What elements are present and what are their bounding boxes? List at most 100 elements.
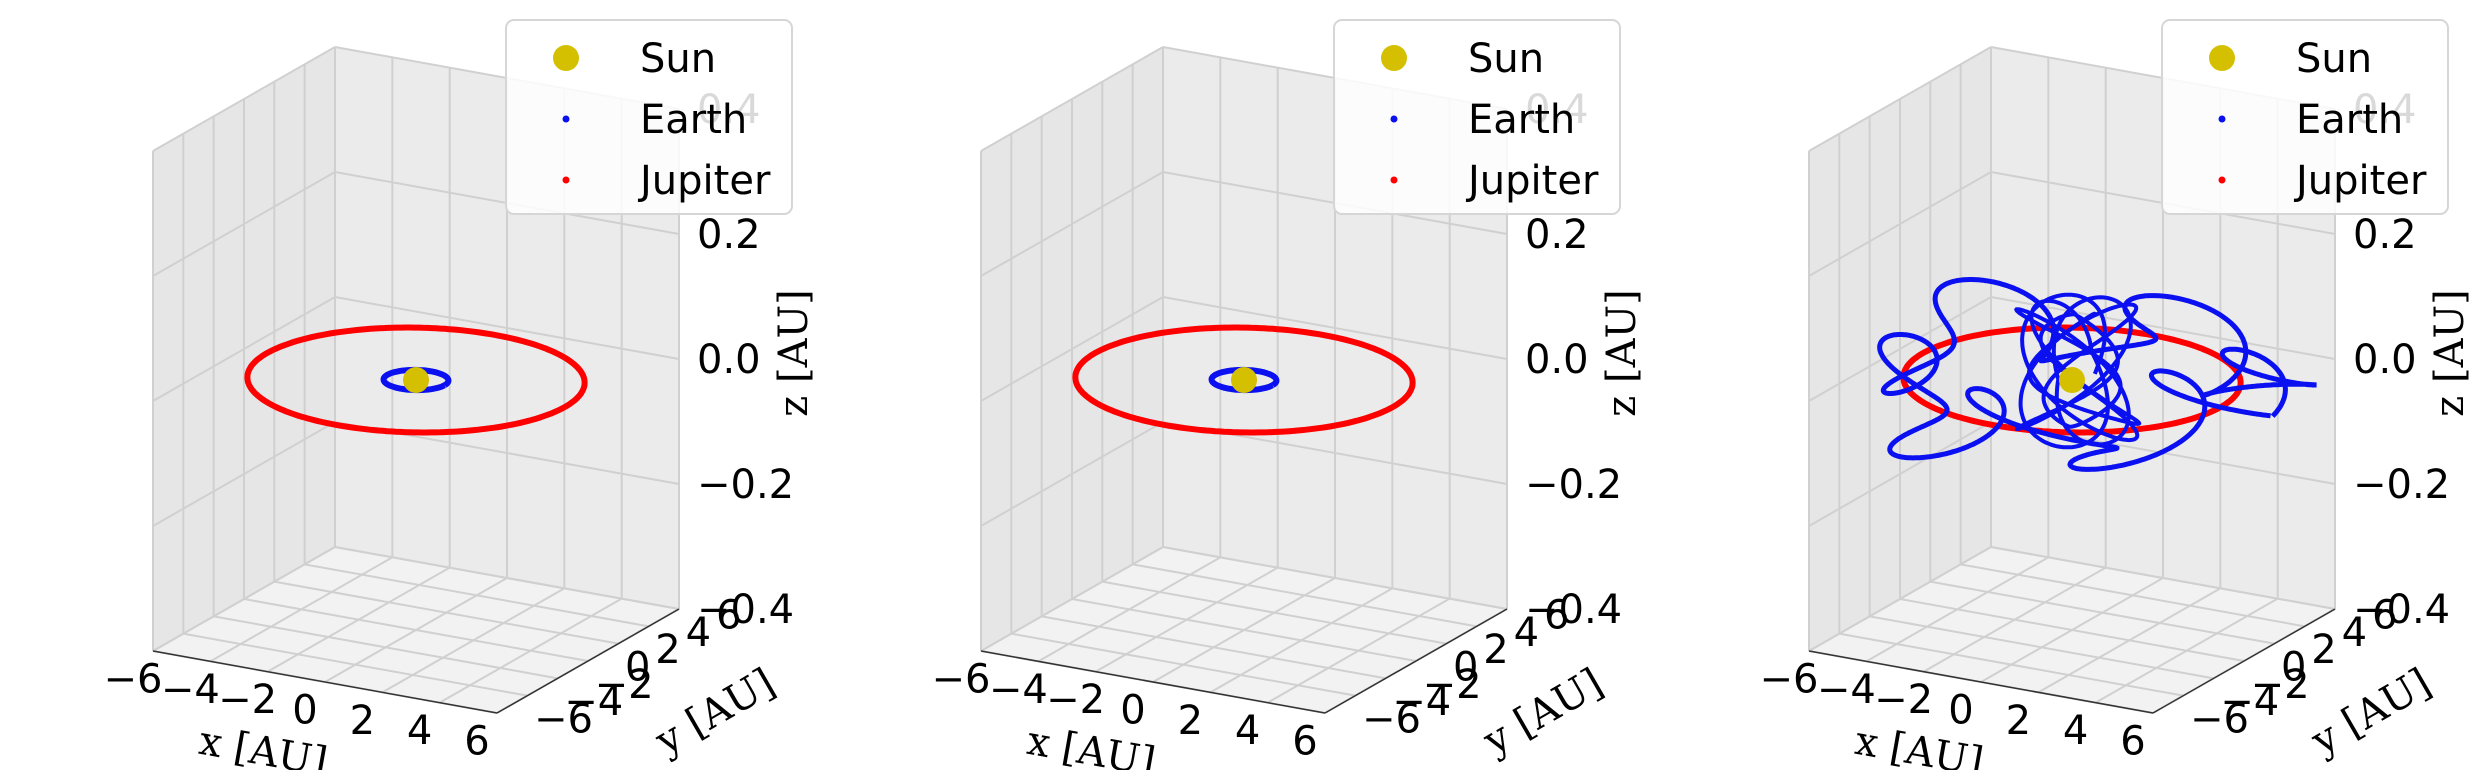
jupiter-orbit <box>244 324 588 436</box>
z-tick-label: 0.0 <box>2353 337 2417 383</box>
z-tick-label: 0.2 <box>697 212 761 258</box>
z-tick-label: 0.0 <box>1525 337 1589 383</box>
x-tick-label: 0 <box>1948 687 1973 733</box>
legend-jupiter-marker <box>562 176 570 184</box>
grid-lines <box>152 46 680 714</box>
x-tick-label: 0 <box>1120 687 1145 733</box>
grid-line <box>1808 421 1992 527</box>
grid-line <box>1808 46 1992 152</box>
grid-line <box>152 421 336 527</box>
z-axis-label: z [AU] <box>771 289 817 417</box>
x-tick-label: 6 <box>1292 718 1317 764</box>
x-tick-label: −4 <box>989 667 1048 713</box>
y-axis-label: y [AU] <box>1475 660 1611 765</box>
legend-box <box>1333 19 1621 215</box>
x-tick-label: 4 <box>407 708 432 754</box>
grid-line <box>1162 296 1508 360</box>
grid-line <box>152 171 336 277</box>
grid-line <box>304 563 649 628</box>
y-tick-label: −4 <box>2220 679 2279 725</box>
z-axis-label: z [AU] <box>2427 289 2470 417</box>
jupiter-orbit <box>1900 324 2244 436</box>
grid-line <box>152 296 336 402</box>
grid-line <box>980 421 1164 527</box>
x-tick-label: −2 <box>218 677 277 723</box>
y-axis-line <box>2152 608 2336 714</box>
grid-line <box>1808 546 1992 652</box>
y-tick-label: 4 <box>1514 610 1539 656</box>
y-axis-label: y [AU] <box>2303 660 2439 765</box>
y-tick-label: 0 <box>2281 645 2306 691</box>
z-axis-label: z [AU] <box>1599 289 1645 417</box>
z-tick-label: −0.4 <box>2353 587 2450 633</box>
y-tick-label: −6 <box>534 697 593 743</box>
grid-line <box>1162 546 1508 610</box>
legend-earth-label: Earth <box>2296 97 2403 143</box>
y-tick-label: 6 <box>716 593 741 639</box>
grid-line <box>1960 563 2305 628</box>
legend-earth-marker <box>2218 115 2226 123</box>
legend-earth-label: Earth <box>1468 97 1575 143</box>
x-tick-label: −4 <box>161 667 220 713</box>
grid-line <box>152 546 336 652</box>
earth-trajectory-outer <box>1877 277 2317 472</box>
grid-line <box>980 171 1164 277</box>
y-tick-label: −4 <box>1392 679 1451 725</box>
y-tick-label: 0 <box>625 645 650 691</box>
legend-box <box>2161 19 2449 215</box>
y-tick-label: −6 <box>1362 697 1421 743</box>
z-tick-label: −0.4 <box>697 587 794 633</box>
z-tick-label: −0.2 <box>2353 462 2450 508</box>
y-tick-label: 4 <box>2342 610 2367 656</box>
y-tick-label: 2 <box>1483 627 1508 673</box>
legend-earth-marker <box>562 115 570 123</box>
y-tick-label: 0 <box>1453 645 1478 691</box>
z-tick-label: −0.2 <box>697 462 794 508</box>
grid-line <box>1990 296 2336 360</box>
jupiter-orbit <box>1072 324 1416 436</box>
y-tick-label: 4 <box>686 610 711 656</box>
legend-earth-label: Earth <box>640 97 747 143</box>
legend-jupiter-label: Jupiter <box>2293 158 2427 204</box>
x-tick-label: 2 <box>350 698 375 744</box>
sun-marker <box>2059 367 2085 393</box>
grid-line <box>334 546 680 610</box>
grid-line <box>980 546 1164 652</box>
x-axis-line <box>152 650 498 714</box>
earth-trajectory-inner <box>2014 292 2142 450</box>
x-tick-label: −6 <box>103 656 162 702</box>
grid-line <box>334 296 680 360</box>
legend-earth-marker <box>1390 115 1398 123</box>
x-tick-label: −2 <box>1046 677 1105 723</box>
grid-line <box>1132 563 1477 628</box>
x-tick-label: 0 <box>292 687 317 733</box>
sun-marker <box>1231 367 1257 393</box>
legend: Sun Earth Jupiter <box>2161 19 2449 215</box>
legend-sun-marker <box>1381 45 1407 71</box>
y-tick-label: −2 <box>595 662 654 708</box>
x-tick-label: −2 <box>1874 677 1933 723</box>
x-tick-label: 2 <box>1178 698 1203 744</box>
z-tick-label: 0.2 <box>1525 212 1589 258</box>
y-tick-label: 6 <box>2372 593 2397 639</box>
grid-line <box>980 46 1164 152</box>
legend-sun-label: Sun <box>1468 36 1544 82</box>
legend-sun-label: Sun <box>2296 36 2372 82</box>
y-tick-label: −2 <box>1423 662 1482 708</box>
y-axis-label: y [AU] <box>647 660 783 765</box>
x-tick-label: 6 <box>464 718 489 764</box>
legend-sun-marker <box>2209 45 2235 71</box>
x-tick-label: −6 <box>931 656 990 702</box>
y-tick-label: 6 <box>1544 593 1569 639</box>
x-axis-line <box>1808 650 2154 714</box>
x-tick-label: 2 <box>2006 698 2031 744</box>
legend-jupiter-label: Jupiter <box>1465 158 1599 204</box>
x-tick-label: 4 <box>1235 708 1260 754</box>
x-tick-label: 4 <box>2063 708 2088 754</box>
y-axis-line <box>496 608 680 714</box>
z-tick-label: 0.2 <box>2353 212 2417 258</box>
grid-line <box>1808 296 1992 402</box>
legend-jupiter-label: Jupiter <box>637 158 771 204</box>
